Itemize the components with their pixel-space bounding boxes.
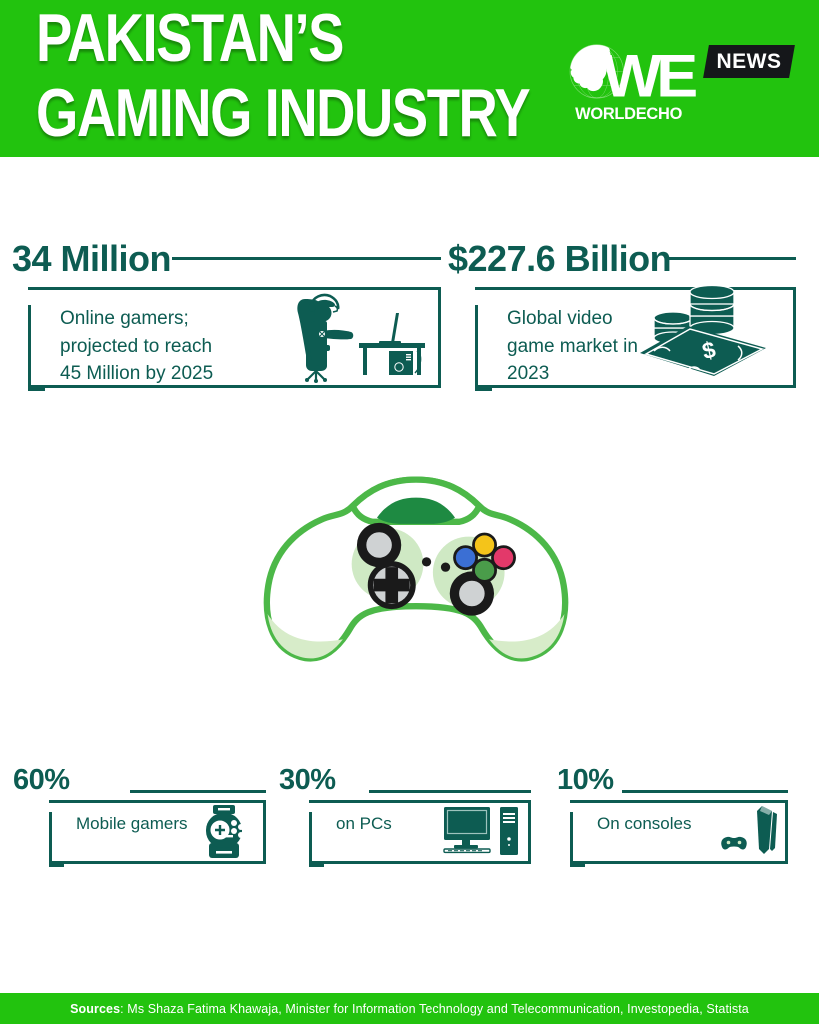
svg-text:WE: WE (602, 43, 696, 111)
svg-text:WORLDECHO: WORLDECHO (575, 105, 682, 123)
